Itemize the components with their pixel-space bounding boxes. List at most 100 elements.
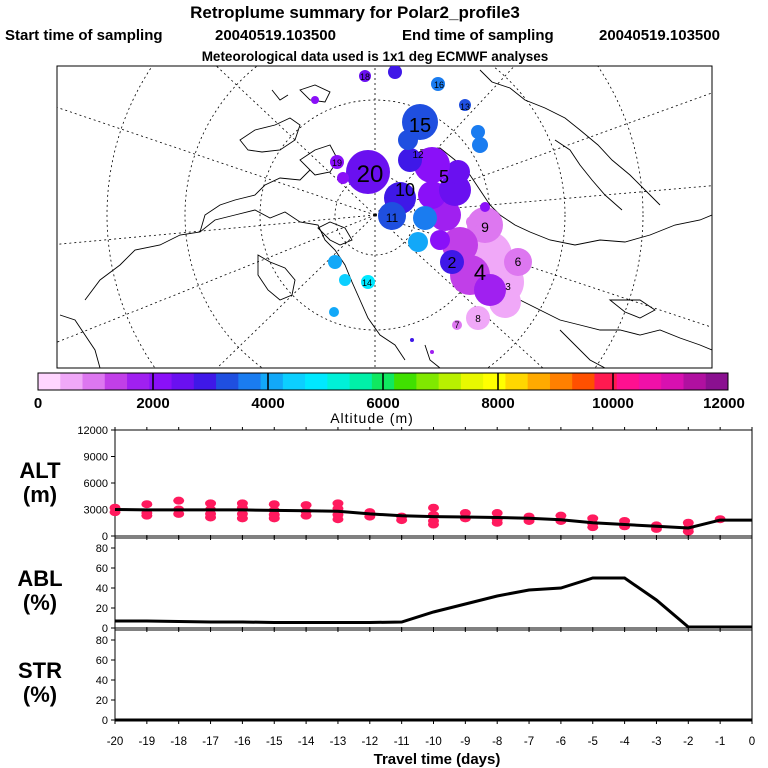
map-day-label: 13 <box>460 102 470 112</box>
colorbar-cell <box>260 373 284 390</box>
x-tick-label: -19 <box>139 736 156 748</box>
y-tick-label: 20 <box>96 695 108 707</box>
x-tick-label: -15 <box>266 736 283 748</box>
spread-point <box>236 514 248 523</box>
x-tick-label: -6 <box>556 736 566 748</box>
plume-cluster <box>410 338 414 342</box>
y-tick-label: 12000 <box>77 425 108 437</box>
spread-point <box>173 496 185 505</box>
panel-frame <box>114 629 753 721</box>
colorbar-cell <box>549 373 573 390</box>
spread-point <box>428 503 439 512</box>
map-day-label: 18 <box>360 72 370 82</box>
plume-cluster <box>413 206 437 230</box>
meridian-line <box>216 214 376 368</box>
panel-frame <box>114 537 753 629</box>
colorbar-cell <box>282 373 306 390</box>
plume-cluster <box>418 181 446 209</box>
x-tick-label: -18 <box>170 736 187 748</box>
plume-cluster <box>452 320 462 330</box>
panel-ylabel: ABL <box>17 566 62 591</box>
colorbar-cell <box>127 373 150 390</box>
colorbar-cell <box>638 373 662 390</box>
colorbar-label: Altitude (m) <box>330 410 414 426</box>
start-time-label: Start time of sampling <box>5 27 163 44</box>
y-tick-label: 9000 <box>84 452 108 464</box>
spread-point <box>141 500 153 509</box>
plume-clusters <box>311 66 532 354</box>
meridian-line <box>374 214 544 368</box>
spread-point <box>332 515 344 524</box>
y-tick-label: 80 <box>96 635 108 647</box>
met-data-line: Meteorological data used is 1x1 deg ECMW… <box>202 49 549 64</box>
spread-point <box>141 511 153 520</box>
end-time-label: End time of sampling <box>402 27 554 44</box>
x-tick-label: -16 <box>234 736 251 748</box>
map-day-label: 5 <box>439 167 449 187</box>
colorbar-cell <box>416 373 440 390</box>
x-tick-label: -9 <box>460 736 470 748</box>
x-tick-label: -5 <box>588 736 598 748</box>
y-tick-label: 60 <box>96 655 108 667</box>
colorbar-tick-label: 12000 <box>703 395 745 412</box>
plume-cluster <box>339 274 351 286</box>
x-tick-label: -11 <box>394 736 410 748</box>
colorbar-cell <box>394 373 417 390</box>
colorbar-cell <box>572 373 595 390</box>
y-tick-label: 40 <box>96 675 108 687</box>
colorbar-cell <box>82 373 106 390</box>
plume-cluster <box>311 96 319 104</box>
colorbar-cell <box>438 373 462 390</box>
meridian-line <box>57 214 376 245</box>
spread-point <box>268 500 280 509</box>
time-series-panels: 030006000900012000ALT(m)020406080ABL(%)0… <box>17 425 755 748</box>
plume-cluster <box>359 70 371 82</box>
spread-point <box>205 513 217 522</box>
colorbar-cell <box>683 373 707 390</box>
colorbar-cell <box>594 373 618 390</box>
plume-cluster <box>430 230 450 250</box>
colorbar-cell <box>216 373 239 390</box>
x-tick-label: -12 <box>361 736 378 748</box>
x-axis-label: Travel time (days) <box>374 751 501 768</box>
y-tick-label: 3000 <box>84 505 108 517</box>
x-tick-label: -3 <box>651 736 661 748</box>
plume-cluster <box>472 137 488 153</box>
end-time-value: 20040519.103500 <box>599 27 720 44</box>
map-day-label: 15 <box>409 115 431 137</box>
plume-cluster <box>337 172 349 184</box>
plume-cluster <box>474 274 506 306</box>
map-day-label: 6 <box>515 255 522 269</box>
colorbar-cell <box>483 373 506 390</box>
y-tick-label: 6000 <box>84 478 108 490</box>
colorbar-cell <box>505 373 529 390</box>
plume-cluster <box>446 160 470 184</box>
colorbar-cell <box>661 373 684 390</box>
colorbar-cell <box>238 373 262 390</box>
map-day-label: 12 <box>412 150 424 161</box>
plume-cluster <box>467 207 503 243</box>
colorbar-cell <box>38 373 61 390</box>
x-tick-label: -4 <box>619 736 630 748</box>
y-tick-label: 40 <box>96 583 108 595</box>
colorbar-tick-label: 0 <box>34 395 42 412</box>
plume-cluster <box>398 130 418 150</box>
y-tick-label: 60 <box>96 563 108 575</box>
colorbar-cell <box>104 373 128 390</box>
panel-ylabel-unit: (%) <box>23 682 57 707</box>
meridian-line <box>57 106 376 216</box>
x-tick-label: -13 <box>330 736 347 748</box>
plume-cluster <box>330 155 344 169</box>
plume-cluster <box>408 232 428 252</box>
panel-str: 0 20 40 60 80 STR(%) <box>18 627 753 727</box>
x-tick-labels: -20 -19 -18 -17 -16 -15 -14 -13 -12 -11 -10 -9 -8 -7-… <box>107 736 756 748</box>
map-day-label: 2 <box>448 255 457 272</box>
colorbar-cell <box>327 373 351 390</box>
colorbar-tick-label: 8000 <box>481 395 514 412</box>
spread-point <box>268 514 280 523</box>
spread-point <box>682 527 694 536</box>
panel-ylabel: STR <box>18 658 62 683</box>
x-tick-label: -7 <box>524 736 534 748</box>
map-day-label: 9 <box>481 219 489 235</box>
map-day-labels: 15 20 10 5 4 2 9 13 18 19 16 14 12 11 6 … <box>332 72 522 330</box>
